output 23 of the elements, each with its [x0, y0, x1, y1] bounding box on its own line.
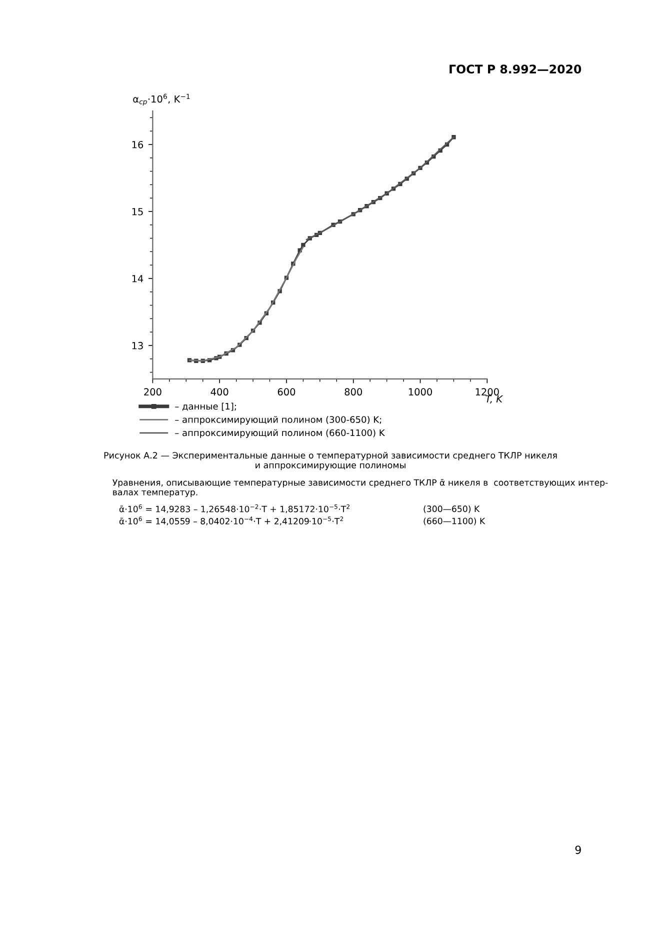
text: (300—650) K	[424, 505, 480, 514]
text: ᾱ·10$^{6}$ = 14,9283 – 1,26548·10$^{−2}$·T + 1,85172·10$^{−5}$·T$^{2}$	[119, 504, 350, 514]
x-tick-label: 200	[144, 388, 162, 396]
x-tick-label: 600	[278, 388, 296, 396]
text: ᾱ·10$^{6}$ = 14,0559 – 8,0402·10$^{−4}$·T + 2,41209·10$^{−5}$·T$^{2}$	[119, 516, 343, 526]
x-tick-label: 1000	[408, 388, 432, 396]
y-tick-label: 16	[132, 140, 144, 148]
legend-label: – аппроксимирующий полином (660-1100) K	[175, 429, 385, 438]
text: Рисунок А.2 — Экспериментальные данные о температурной зависимости среднего ТКЛР никеля и аппроксимирующие полиномы	[104, 452, 557, 470]
text: Уравнения, описывающие температурные зависимости среднего ТКЛР ᾱ никеля в соответствующих интер- валах температур.	[112, 479, 608, 498]
y-tick-label: 13	[132, 342, 143, 350]
y-tick-label: 14	[132, 275, 144, 282]
legend-label: – аппроксимирующий полином (300-650) K;	[175, 416, 382, 425]
x-axis-title: T, K	[486, 395, 504, 404]
text: 9	[575, 846, 581, 854]
y-axis-title: α$_{ср}$·10$^{6}$, K$^{−1}$	[133, 94, 190, 106]
text: (660—1100) K	[424, 518, 486, 526]
x-tick-label: 800	[344, 388, 362, 396]
x-tick-label: 400	[210, 388, 228, 396]
x-tick-label: 1200	[476, 388, 499, 396]
legend-label: – данные [1];	[175, 402, 236, 411]
y-tick-label: 15	[132, 208, 143, 216]
text: ГОСТ Р 8.992—2020	[450, 64, 582, 74]
